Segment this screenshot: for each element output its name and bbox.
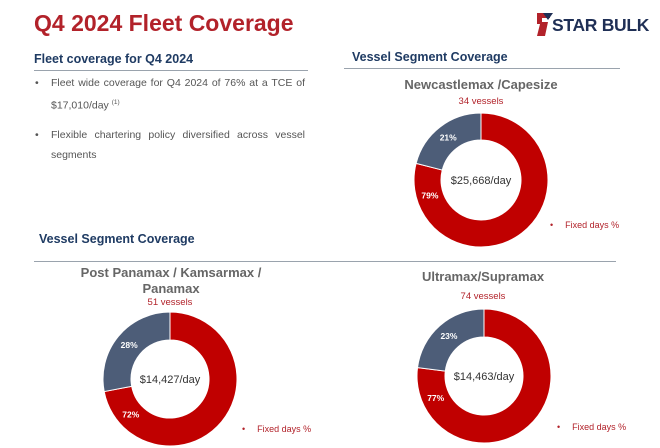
donut-slice-label: 23% (440, 331, 457, 341)
page-title: Q4 2024 Fleet Coverage (34, 10, 294, 36)
donut-slice-fixed-days (416, 308, 552, 444)
bullet-chartering: • Flexible chartering policy diversified… (35, 129, 305, 161)
donut-slice-label: 77% (427, 393, 444, 403)
fleet-coverage-heading: Fleet coverage for Q4 2024 (34, 52, 194, 66)
donut-slice-label: 21% (440, 133, 457, 143)
chart3-title: Ultramax/Supramax (421, 269, 545, 284)
segment-rule-bottom (34, 261, 616, 262)
bullet-chartering-text: Flexible chartering policy diversified a… (51, 129, 305, 161)
bullet-tce-text: Fleet wide coverage for Q4 2024 of 76% a… (51, 77, 305, 112)
donut-center-label: $25,668/day (451, 175, 512, 187)
chart2-legend-label: Fixed days % (257, 424, 312, 434)
chart2-title-line1: Post Panamax / Kamsarmax / (80, 265, 262, 280)
donut-slice-open-days (416, 308, 485, 372)
donut-slice-label: 72% (122, 410, 139, 420)
logo-wordmark: STAR BULK (552, 15, 650, 35)
chart2-title: Post Panamax / Kamsarmax / Panamax (60, 265, 282, 297)
chart1-legend-label: Fixed days % (565, 220, 620, 230)
chart1-legend: • Fixed days % (550, 220, 619, 230)
donut-slice-fixed-days (413, 112, 549, 248)
donut-slice-open-days (102, 311, 171, 393)
donut-slice-open-days (415, 112, 482, 171)
star-bulk-mark-icon (537, 13, 553, 36)
donut-center-label: $14,427/day (140, 374, 201, 386)
chart1-title: Newcastlemax /Capesize (404, 77, 558, 92)
company-logo: STAR BULK (535, 10, 649, 38)
donut-slice-label: 28% (121, 340, 138, 350)
segment-rule-top (344, 68, 620, 69)
legend-bullet-icon: • (557, 422, 561, 432)
donut-slice-fixed-days (103, 311, 238, 447)
chart2-title-line2: Panamax (142, 281, 200, 296)
legend-bullet-icon: • (242, 424, 246, 434)
fleet-coverage-rule (34, 70, 308, 71)
chart3-vessels: 74 vessels (460, 291, 506, 302)
chart3-legend: • Fixed days % (557, 422, 626, 432)
chart3-legend-label: Fixed days % (572, 422, 627, 432)
segment-heading-top: Vessel Segment Coverage (352, 50, 508, 64)
bullet-tce: • Fleet wide coverage for Q4 2024 of 76%… (35, 77, 305, 112)
chart1-vessels: 34 vessels (458, 96, 504, 107)
chart2-legend: • Fixed days % (242, 424, 311, 434)
legend-bullet-icon: • (550, 220, 554, 230)
segment-heading-bottom: Vessel Segment Coverage (39, 232, 195, 246)
chart2-vessels: 51 vessels (147, 297, 193, 308)
footnote-ref: (1) (111, 99, 120, 106)
donut-center-label: $14,463/day (454, 371, 515, 383)
donut-slice-label: 79% (421, 191, 438, 201)
